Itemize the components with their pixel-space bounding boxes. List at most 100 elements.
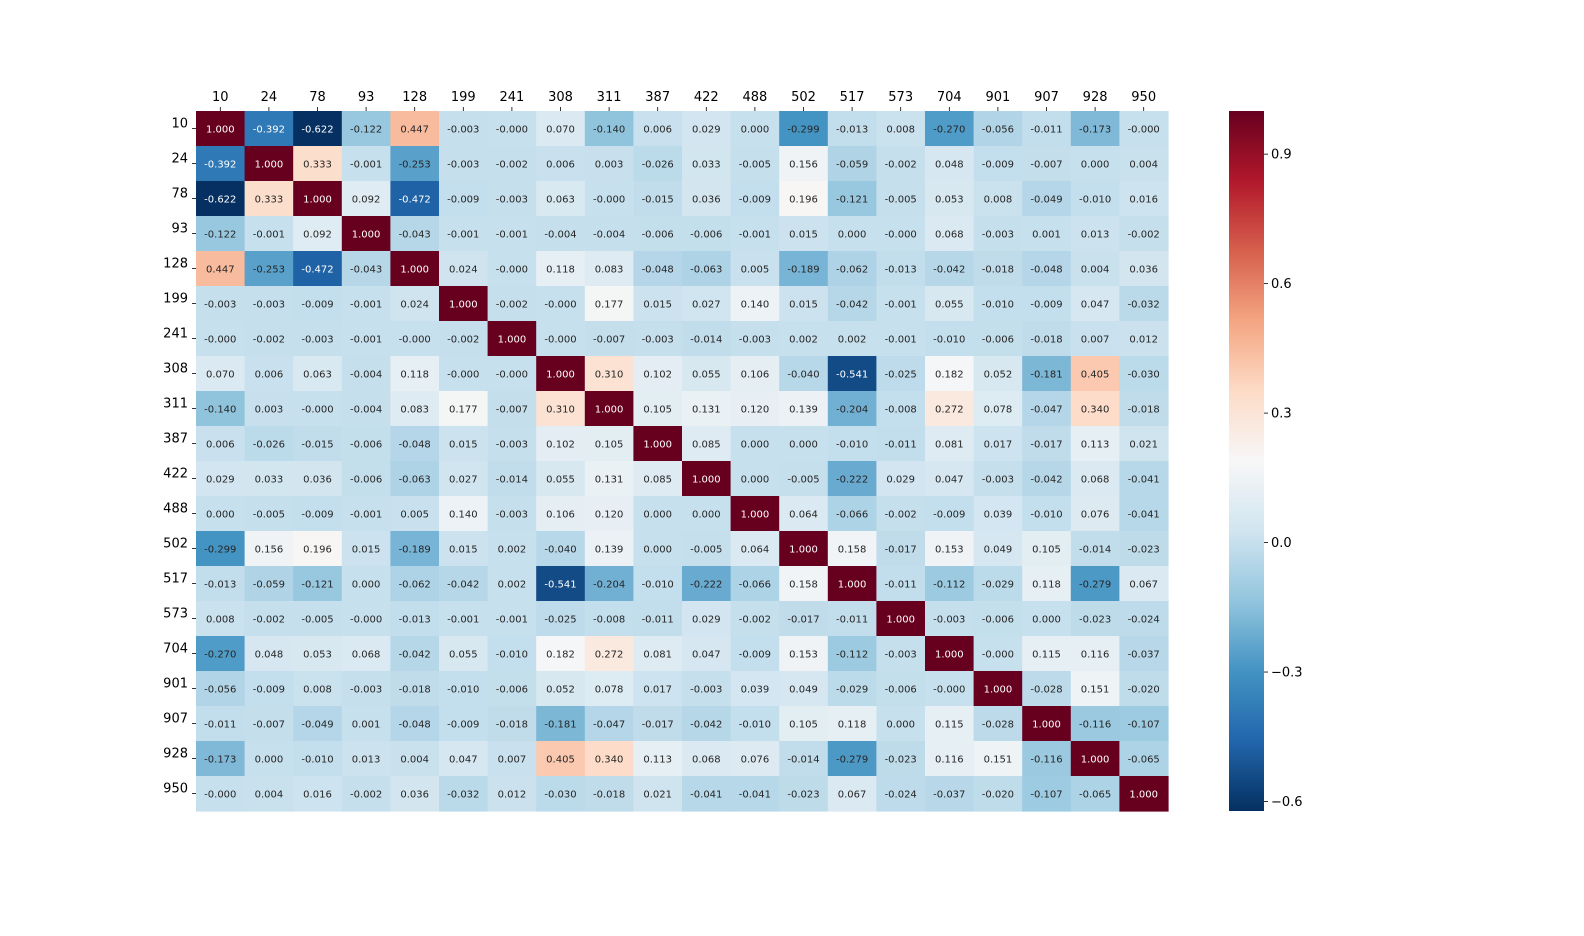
heatmap-cell (584, 146, 634, 182)
heatmap-cell (682, 566, 732, 602)
cell-value-label: -0.392 (253, 125, 285, 136)
heatmap-cell (390, 111, 440, 147)
cell-value-label: 0.055 (935, 300, 964, 311)
cell-value-label: -0.003 (642, 335, 674, 346)
cell-value-label: 0.196 (303, 545, 332, 556)
cell-value-label: -0.002 (739, 615, 771, 626)
heatmap-cell (584, 531, 634, 567)
x-tick-label: 950 (1131, 90, 1156, 105)
heatmap-cell (973, 706, 1023, 742)
cell-value-label: -0.049 (1030, 195, 1062, 206)
heatmap-cell (1070, 181, 1120, 217)
heatmap-cell (682, 321, 732, 357)
cell-value-label: 0.049 (984, 545, 1013, 556)
cell-value-label: 0.021 (643, 790, 672, 801)
heatmap-cell (341, 251, 391, 287)
heatmap-cell (341, 776, 391, 812)
heatmap-cell (390, 216, 440, 252)
heatmap-cell (341, 741, 391, 777)
heatmap-cell (390, 531, 440, 567)
cell-value-label: 0.039 (741, 685, 770, 696)
cell-value-label: -0.116 (1079, 720, 1111, 731)
cell-value-label: 1.000 (303, 195, 332, 206)
heatmap-cell (827, 706, 877, 742)
cell-value-label: -0.116 (1030, 755, 1062, 766)
heatmap-cell (730, 531, 780, 567)
heatmap-cell (1022, 671, 1072, 707)
y-tick-label: 950 (163, 782, 188, 797)
heatmap-cell (487, 146, 537, 182)
cell-value-label: 0.012 (498, 790, 527, 801)
heatmap-cell (196, 636, 246, 672)
heatmap-cell (827, 286, 877, 322)
cell-value-label: -0.025 (544, 615, 576, 626)
heatmap-cell (1022, 181, 1072, 217)
heatmap-cell (244, 251, 294, 287)
heatmap-cell (487, 111, 537, 147)
heatmap-cell (1119, 356, 1169, 392)
cell-value-label: 0.131 (692, 405, 721, 416)
cell-value-label: -0.065 (1128, 755, 1160, 766)
x-tick-label: 488 (742, 90, 767, 105)
heatmap-cell (973, 496, 1023, 532)
cell-value-label: -0.000 (447, 370, 479, 381)
heatmap-cell (1119, 741, 1169, 777)
cell-value-label: 1.000 (741, 510, 770, 521)
cell-value-label: 0.118 (1032, 580, 1061, 591)
heatmap-cell (390, 776, 440, 812)
cell-value-label: 0.047 (692, 650, 721, 661)
heatmap-cell (293, 566, 343, 602)
cell-value-label: 0.105 (643, 405, 672, 416)
y-tick-label: 704 (163, 642, 188, 657)
cell-value-label: 0.272 (595, 650, 624, 661)
heatmap-cell (584, 286, 634, 322)
heatmap-cell (973, 461, 1023, 497)
heatmap-cell (1022, 531, 1072, 567)
cell-value-label: -0.005 (739, 160, 771, 171)
cell-value-label: 0.000 (741, 475, 770, 486)
heatmap-cell (341, 706, 391, 742)
cell-value-label: 0.006 (255, 370, 284, 381)
heatmap-cell (730, 776, 780, 812)
cell-value-label: 0.158 (789, 580, 818, 591)
y-tick-label: 422 (163, 467, 188, 482)
cell-value-label: -0.008 (885, 405, 917, 416)
heatmap-cell (973, 566, 1023, 602)
cell-value-label: 0.000 (643, 510, 672, 521)
cell-value-label: -0.204 (836, 405, 868, 416)
x-tick-label: 387 (645, 90, 670, 105)
cell-value-label: -0.017 (885, 545, 917, 556)
heatmap-cell (633, 776, 683, 812)
heatmap-cell (1022, 286, 1072, 322)
heatmap-cell (925, 671, 975, 707)
heatmap-cell (244, 776, 294, 812)
heatmap-cell (876, 181, 926, 217)
heatmap-cell (779, 461, 829, 497)
cell-value-label: -0.025 (885, 370, 917, 381)
heatmap-cell (293, 601, 343, 637)
heatmap-cell (390, 356, 440, 392)
cell-value-label: 0.063 (303, 370, 332, 381)
heatmap-cell (244, 426, 294, 462)
cell-value-label: 0.182 (935, 370, 964, 381)
heatmap-cell (1070, 531, 1120, 567)
heatmap-cell (244, 706, 294, 742)
cell-value-label: 0.017 (984, 440, 1013, 451)
heatmap-cell (196, 601, 246, 637)
cell-value-label: -0.472 (399, 195, 431, 206)
cell-value-label: -0.056 (982, 125, 1014, 136)
cell-value-label: 0.000 (206, 510, 235, 521)
heatmap-cell (439, 461, 489, 497)
heatmap-cell (730, 461, 780, 497)
cell-value-label: -0.003 (982, 230, 1014, 241)
y-tick-label: 78 (171, 187, 188, 202)
heatmap-cell (827, 566, 877, 602)
heatmap-cell (439, 321, 489, 357)
heatmap-cell (730, 391, 780, 427)
heatmap-cell (827, 461, 877, 497)
cell-value-label: 0.085 (643, 475, 672, 486)
cell-value-label: -0.042 (399, 650, 431, 661)
cell-value-label: -0.002 (496, 300, 528, 311)
heatmap-cell (973, 741, 1023, 777)
